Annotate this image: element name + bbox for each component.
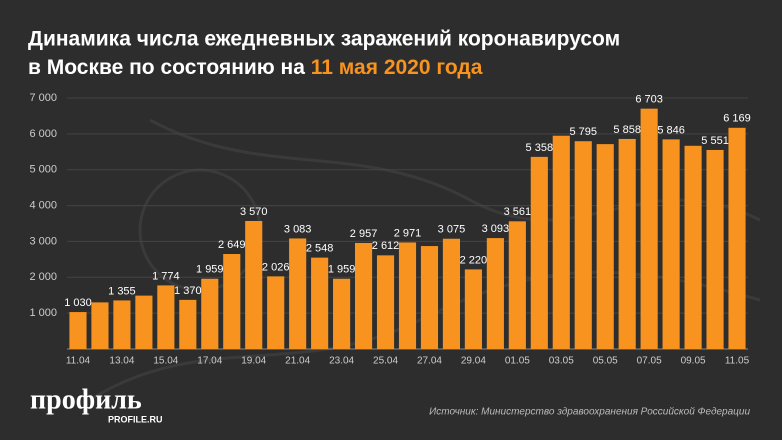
- value-label: 2 026: [262, 261, 290, 273]
- value-label: 3 083: [284, 223, 312, 235]
- bar: [442, 238, 461, 349]
- y-tick-label: 5 000: [29, 164, 57, 176]
- x-tick-label: 11.04: [66, 356, 91, 367]
- title-line2: в Москве по состоянию на 11 мая 2020 год…: [28, 56, 483, 79]
- x-tick-label: 11.05: [725, 356, 750, 367]
- bar: [245, 220, 263, 349]
- value-label: 2 612: [372, 240, 400, 252]
- y-tick-label: 1 000: [29, 307, 57, 319]
- x-tick-label: 21.04: [285, 356, 310, 367]
- y-tick-label: 4 000: [29, 199, 57, 211]
- source: Источник: Министерство здравоохранения Р…: [429, 407, 750, 418]
- x-tick-label: 25.04: [373, 356, 398, 367]
- value-label: 2 971: [394, 227, 422, 239]
- logo-site: PROFILE.RU: [108, 414, 163, 424]
- value-label: 1 030: [64, 297, 92, 309]
- value-label: 1 959: [196, 264, 224, 276]
- bar: [552, 135, 570, 349]
- bar: [91, 302, 109, 349]
- bar: [354, 242, 373, 349]
- bar: [398, 242, 417, 349]
- value-label: 3 570: [240, 206, 268, 218]
- bar: [135, 295, 153, 349]
- x-tick-label: 09.05: [681, 356, 706, 367]
- bar: [684, 145, 702, 349]
- bar: [530, 156, 548, 349]
- bar: [662, 139, 680, 349]
- bar: [486, 238, 504, 349]
- x-tick-label: 01.05: [505, 356, 530, 367]
- value-label: 2 548: [306, 243, 334, 255]
- x-tick-label: 13.04: [109, 356, 134, 367]
- value-label: 3 075: [438, 224, 466, 236]
- title-line2-text: в Москве по состоянию на: [28, 56, 305, 79]
- bar: [420, 246, 439, 349]
- title-line1: Динамика числа ежедневных заражений коро…: [28, 28, 620, 51]
- value-label: 1 774: [152, 270, 180, 282]
- title-highlight: 11 мая 2020 года: [311, 56, 483, 79]
- bar: [333, 278, 351, 349]
- value-label: 1 370: [174, 285, 202, 297]
- bar: [640, 108, 658, 350]
- value-label: 2 957: [350, 228, 378, 240]
- value-label: 3 561: [504, 206, 532, 218]
- x-tick-label: 03.05: [549, 356, 574, 367]
- bar: [223, 254, 241, 349]
- x-tick-label: 15.04: [153, 356, 178, 367]
- bar: [69, 312, 87, 349]
- bar: [113, 300, 131, 349]
- value-label: 5 358: [526, 142, 554, 154]
- bar: [574, 141, 592, 349]
- x-tick-label: 17.04: [197, 356, 222, 367]
- bar: [157, 285, 175, 349]
- x-tick-label: 19.04: [241, 356, 266, 367]
- y-tick-label: 7 000: [29, 92, 57, 104]
- value-label: 5 795: [569, 126, 597, 138]
- value-label: 2 649: [218, 239, 246, 251]
- x-tick-label: 29.04: [461, 356, 486, 367]
- x-tick-label: 05.05: [593, 356, 618, 367]
- value-label: 2 220: [460, 254, 488, 266]
- value-label: 6 703: [635, 94, 663, 106]
- x-tick-label: 07.05: [637, 356, 662, 367]
- bar: [179, 299, 197, 349]
- y-tick-label: 6 000: [29, 128, 57, 140]
- bar: [706, 149, 724, 349]
- value-label: 1 355: [108, 285, 136, 297]
- bar: [311, 257, 329, 349]
- y-tick-label: 3 000: [29, 235, 57, 247]
- logo: профиль: [30, 384, 142, 415]
- value-label: 6 169: [723, 113, 751, 125]
- y-tick-label: 2 000: [29, 271, 57, 283]
- bar: [376, 255, 395, 349]
- bar: [618, 138, 636, 349]
- value-label: 5 846: [657, 124, 685, 136]
- bar: [508, 221, 526, 349]
- bar: [201, 278, 219, 349]
- value-label: 5 858: [613, 124, 641, 136]
- bar: [596, 144, 614, 349]
- value-label: 3 093: [482, 223, 510, 235]
- bar: [728, 127, 746, 349]
- bar: [289, 238, 307, 349]
- bar: [464, 269, 482, 349]
- value-label: 1 959: [328, 264, 356, 276]
- x-tick-label: 27.04: [417, 356, 442, 367]
- x-tick-label: 23.04: [329, 356, 354, 367]
- value-label: 5 551: [701, 135, 729, 147]
- bar: [267, 276, 285, 349]
